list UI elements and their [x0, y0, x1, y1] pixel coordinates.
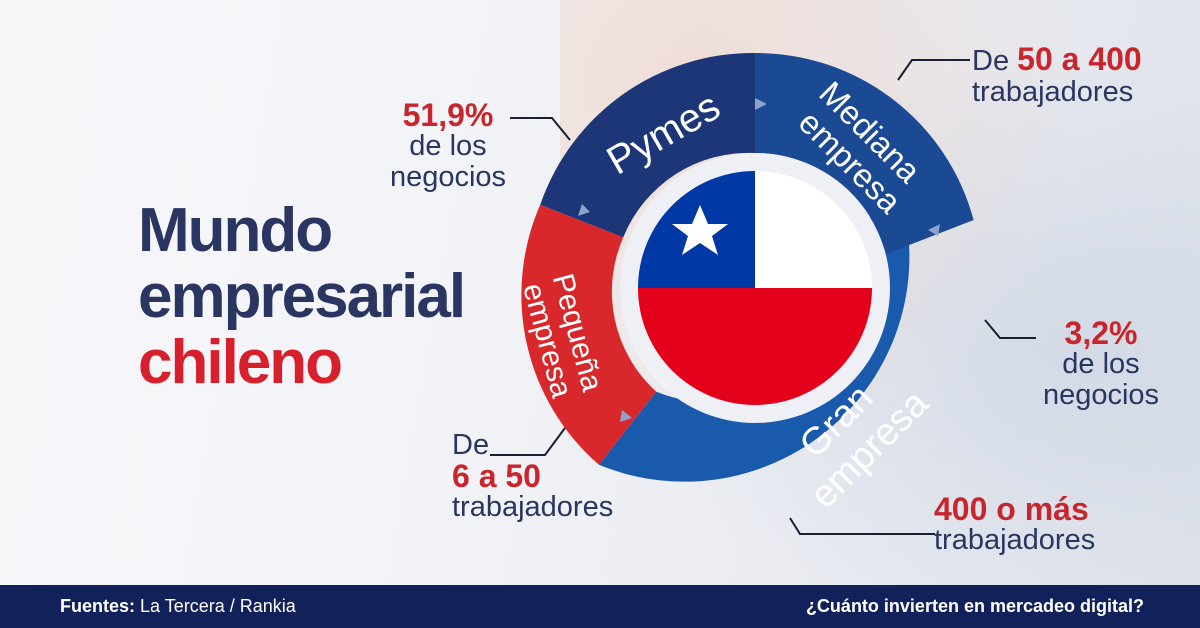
- footer-question: ¿Cuánto invierten en mercadeo digital?: [805, 596, 1144, 616]
- pymes-percentage: 51,9%: [402, 97, 494, 133]
- gran-unit: trabajadores: [934, 524, 1096, 556]
- segment-gran-empresa: [598, 192, 910, 482]
- segment-arrow-icons: [578, 98, 940, 422]
- chile-flag: [638, 171, 872, 405]
- pequena-prefix: De: [452, 429, 490, 461]
- connector-lines: [490, 59, 1036, 535]
- mediana-unit: trabajadores: [972, 76, 1134, 108]
- footer-bar: Fuentes: La Tercera / Rankia ¿Cuánto inv…: [0, 585, 1200, 628]
- callout-pymes: 51,9% de los negocios: [388, 97, 508, 193]
- sources-label: Fuentes:: [60, 596, 136, 616]
- segment-pequena-empresa: [521, 204, 657, 465]
- sources-text: La Tercera / Rankia: [140, 596, 296, 616]
- gran-text-1: de los: [1062, 348, 1140, 380]
- gran-text-2: negocios: [1042, 379, 1160, 411]
- callout-pequena: De 6 a 50 trabajadores: [452, 430, 613, 523]
- donut-diagram: Pymes Mediana empresa Gran empresa Peque…: [490, 52, 1036, 535]
- callout-gran-range: 400 o más trabajadores: [934, 491, 1096, 556]
- mediana-range: 50 a 400: [1017, 41, 1142, 77]
- pequena-range: 6 a 50: [452, 458, 541, 494]
- segment-mediana-empresa: [755, 52, 974, 255]
- mediana-prefix: De: [972, 45, 1018, 77]
- page-title: Mundo empresarial chileno: [138, 196, 466, 397]
- segment-pymes: [540, 52, 755, 238]
- footer-sources: Fuentes: La Tercera / Rankia: [60, 596, 296, 617]
- gran-range: 400 o más: [934, 491, 1089, 527]
- callout-mediana: De 50 a 400 trabajadores: [972, 41, 1142, 108]
- flag-star-icon: [672, 205, 728, 255]
- pymes-text-1: de los: [409, 130, 487, 162]
- title-line-2: empresarial: [138, 262, 466, 331]
- callout-gran-percentage: 3,2% de los negocios: [1036, 315, 1166, 411]
- pequena-unit: trabajadores: [452, 491, 614, 523]
- title-line-3: chileno: [138, 328, 343, 397]
- gran-percentage: 3,2%: [1064, 315, 1138, 351]
- title-line-1: Mundo: [138, 196, 333, 265]
- pymes-text-2: negocios: [389, 161, 507, 193]
